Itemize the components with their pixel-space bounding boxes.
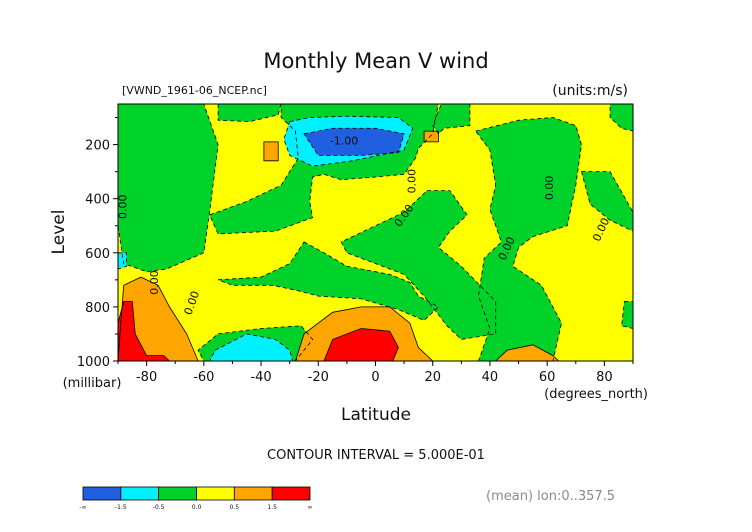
contour-line bbox=[423, 130, 439, 143]
contour-line bbox=[474, 117, 582, 362]
colorbar-tick-label: 0.5 bbox=[230, 504, 240, 511]
colorbar-tick-label: -0.5 bbox=[153, 504, 165, 511]
contour-line bbox=[294, 306, 434, 362]
contour-line bbox=[117, 103, 219, 273]
x-axis-label: Latitude bbox=[341, 405, 411, 425]
contour-label: 0.00 bbox=[543, 176, 556, 201]
y-axis-label: Level bbox=[49, 210, 69, 255]
contour-line bbox=[303, 127, 405, 156]
contour-region-green bbox=[475, 117, 582, 361]
contour-region-green bbox=[621, 301, 633, 329]
x-tick-label: -20 bbox=[308, 370, 329, 385]
contour-line bbox=[263, 141, 279, 162]
contour-region-green bbox=[581, 171, 633, 232]
colorbar-tick-label: 0.0 bbox=[192, 504, 202, 511]
colorbar-tick-label: -∞ bbox=[79, 504, 86, 511]
footer-note: (mean) lon:0..357.5 bbox=[486, 489, 615, 504]
contour-line bbox=[283, 115, 414, 167]
contour-line bbox=[197, 325, 314, 362]
contour-region-orange bbox=[424, 131, 439, 142]
contour-region-cyan bbox=[209, 333, 293, 361]
contour-region-green bbox=[341, 190, 496, 340]
colorbar-tick-label: -1.5 bbox=[115, 504, 127, 511]
contour-line bbox=[217, 241, 440, 321]
colorbar-swatch bbox=[271, 486, 311, 501]
contour-region-cyan bbox=[118, 252, 127, 269]
contour-label: 0.00 bbox=[117, 195, 130, 220]
colorbar-swatch bbox=[82, 486, 122, 501]
contour-interval-text: CONTOUR INTERVAL = 5.000E-01 bbox=[267, 448, 485, 463]
x-tick-label: 60 bbox=[539, 370, 556, 385]
contour-region-red bbox=[324, 328, 399, 361]
contour-label: 0.00 bbox=[148, 270, 161, 295]
y-tick-label: 1000 bbox=[77, 355, 110, 370]
y-tick-label: 400 bbox=[85, 193, 110, 208]
chart-subtitle-left: [VWND_1961-06_NCEP.nc] bbox=[122, 84, 267, 97]
contour-region-red bbox=[118, 301, 170, 361]
x-axis: -80 -60 -40 -20 0 20 40 60 80 bbox=[117, 361, 634, 385]
colorbar-tick-label: 1.5 bbox=[267, 504, 277, 511]
contour-line bbox=[209, 103, 439, 235]
contour-region-orange bbox=[495, 344, 559, 361]
colorbar-swatch bbox=[120, 486, 160, 501]
chart-subtitle-right: (units:m/s) bbox=[552, 83, 628, 99]
x-axis-units: (degrees_north) bbox=[544, 387, 648, 402]
contour-line bbox=[340, 190, 497, 340]
contour-line bbox=[609, 103, 634, 132]
x-tick-label: 80 bbox=[596, 370, 613, 385]
y-tick-label: 200 bbox=[85, 139, 110, 154]
colorbar-swatch bbox=[233, 486, 273, 501]
plot-area: 0.000.000.00-1.000.000.000.000.000.00 bbox=[117, 103, 634, 362]
colorbar: -∞ -1.5 -0.5 0.0 0.5 1.5 ∞ bbox=[79, 486, 313, 511]
colorbar-swatch bbox=[158, 486, 197, 501]
contour-label: 0.00 bbox=[406, 169, 419, 194]
x-tick-label: 0 bbox=[371, 370, 379, 385]
contour-region-orange bbox=[263, 141, 279, 161]
y-axis: 200 400 600 800 1000 bbox=[77, 117, 118, 370]
x-tick-label: -60 bbox=[193, 370, 214, 385]
contour-region-green bbox=[218, 104, 282, 122]
contour-label: -1.00 bbox=[330, 135, 358, 148]
y-tick-label: 600 bbox=[85, 247, 110, 262]
x-tick-label: 20 bbox=[424, 370, 441, 385]
contour-region-green bbox=[610, 104, 633, 132]
colorbar-tick-label: ∞ bbox=[308, 504, 313, 511]
contour-region-blue bbox=[304, 128, 405, 156]
x-tick-label: -40 bbox=[250, 370, 271, 385]
x-tick-label: -80 bbox=[136, 370, 157, 385]
contour-region-green bbox=[118, 104, 219, 272]
x-tick-label: 40 bbox=[482, 370, 499, 385]
contour-region-green bbox=[218, 242, 439, 321]
y-axis-units: (millibar) bbox=[63, 376, 122, 391]
colorbar-swatch bbox=[196, 486, 235, 501]
chart-title: Monthly Mean V wind bbox=[263, 49, 488, 73]
y-tick-label: 800 bbox=[85, 301, 110, 316]
